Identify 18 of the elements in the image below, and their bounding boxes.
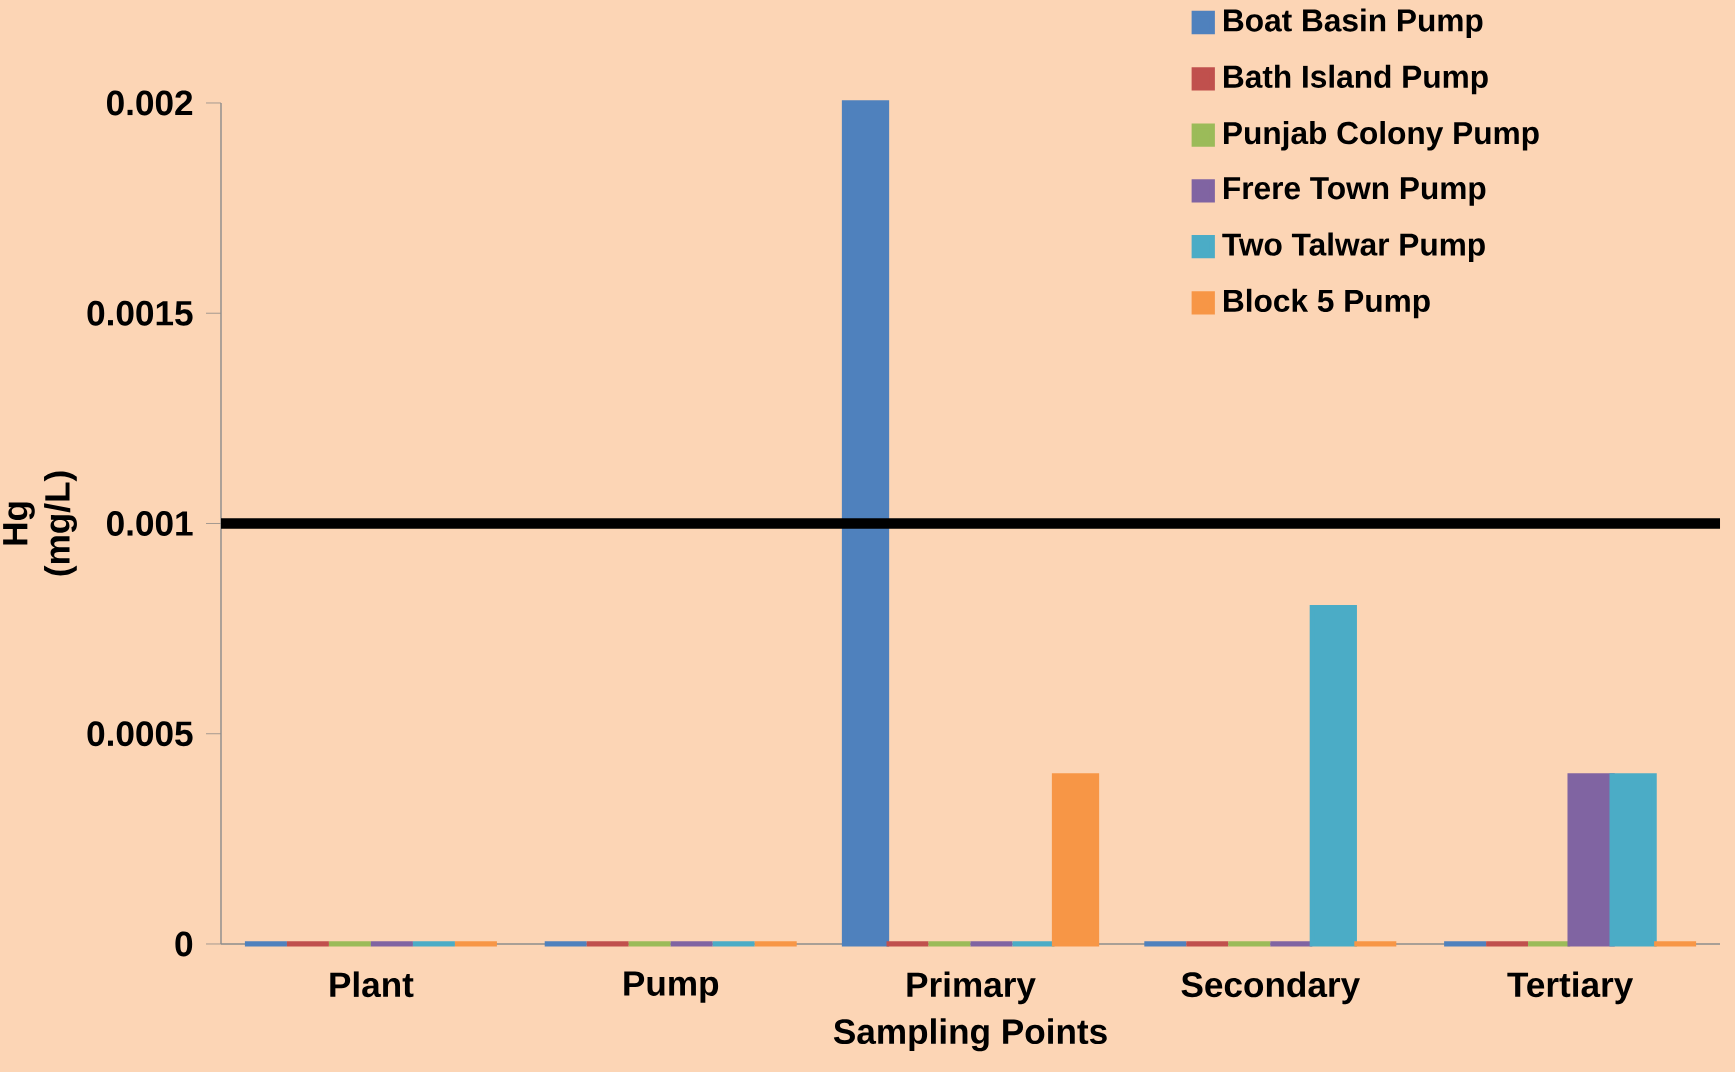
x-axis-title: Sampling Points [833, 1018, 1107, 1052]
y-tick-label: 0 [175, 931, 193, 957]
legend-label: Bath Island Pump [1224, 64, 1488, 95]
y-tick-label: 0.002 [107, 90, 193, 116]
legend-label: Frere Town Pump [1224, 177, 1486, 206]
y-tick-label: 0.001 [107, 511, 193, 536]
x-tick-label: Secondary [1181, 971, 1360, 1005]
legend-label: Punjab Colony Pump [1224, 121, 1539, 151]
legend-label: Two Talwar Pump [1222, 232, 1485, 262]
y-tick-label: 0.0015 [87, 300, 193, 326]
x-tick-label: Primary [907, 971, 1036, 1005]
y-axis-title: Hg (mg/L) [3, 471, 77, 576]
x-tick-label: Tertiary [1507, 971, 1634, 1005]
x-tick-label: Pump [624, 971, 719, 1003]
legend-label: Block 5 Pump [1224, 288, 1430, 319]
y-tick-label: 0.0005 [87, 721, 193, 747]
x-tick-label: Plant [330, 971, 414, 998]
legend-label: Boat Basin Pump [1224, 8, 1483, 38]
